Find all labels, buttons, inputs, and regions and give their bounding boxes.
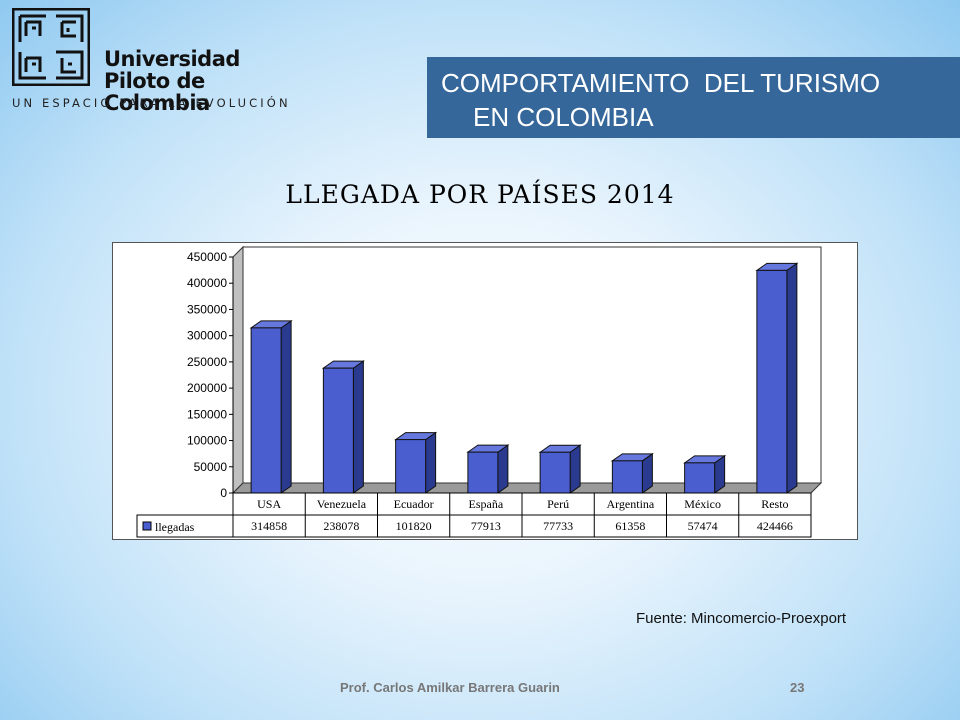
data-label: 61358: [615, 519, 645, 533]
bar: [611, 460, 643, 494]
data-label: 424466: [757, 519, 793, 533]
footer-author: Prof. Carlos Amilkar Barrera Guarin: [340, 680, 560, 695]
page-number: 23: [790, 680, 805, 695]
bar: [467, 451, 499, 494]
x-category-label: Perú: [547, 497, 569, 511]
bar: [539, 451, 571, 494]
x-category-label: USA: [257, 497, 281, 511]
chart-floor: [231, 482, 823, 494]
bar-side: [425, 431, 437, 494]
data-label: 238078: [323, 519, 359, 533]
chart-title: LLEGADA POR PAÍSES 2014: [285, 180, 675, 209]
y-tick-label: 250000: [187, 355, 227, 369]
y-tick-label: 100000: [187, 434, 227, 448]
x-category-label: Ecuador: [394, 497, 434, 511]
data-label: 77913: [471, 519, 501, 533]
university-name-line1: Universidad: [104, 47, 240, 71]
chart-frame: 0 50000 100000 150000 200000 250000 300000 3500…: [112, 242, 858, 540]
bar-chart: 0 50000 100000 150000 200000 250000 300000 3500…: [136, 245, 823, 538]
bar: [684, 462, 716, 494]
data-label: 77733: [543, 519, 573, 533]
bar: [756, 269, 788, 494]
x-category-label: Venezuela: [317, 497, 367, 511]
bar-side: [569, 444, 581, 494]
bar-side: [497, 444, 509, 494]
y-tick-label: 0: [220, 486, 227, 500]
bar-side: [786, 262, 798, 494]
data-label: 57474: [688, 519, 718, 533]
university-tagline: UN ESPACIO PARA LA EVOLUCIÓN: [12, 96, 291, 110]
data-label: 101820: [396, 519, 432, 533]
bar-side: [280, 319, 292, 494]
y-tick-label: 450000: [187, 250, 227, 264]
slide-title: COMPORTAMIENTO DEL TURISMO EN COLOMBIA: [427, 57, 960, 138]
source-note: Fuente: Mincomercio-Proexport: [636, 610, 847, 627]
y-tick-label: 350000: [187, 302, 227, 316]
data-label: 314858: [251, 519, 287, 533]
legend-swatch: [142, 521, 152, 531]
y-tick-label: 200000: [187, 381, 227, 395]
university-logo: Universidad Piloto de Colombia UN ESPACI…: [12, 8, 312, 114]
y-tick-label: 50000: [194, 460, 228, 474]
slide-title-line2: EN COLOMBIA: [473, 102, 654, 132]
slide-title-line1: COMPORTAMIENTO DEL TURISMO: [441, 68, 881, 98]
y-tick-label: 400000: [187, 276, 227, 290]
bar: [250, 327, 282, 494]
university-name-line2: Piloto de Colombia: [104, 69, 210, 115]
y-tick-label: 150000: [187, 407, 227, 421]
chart-side-wall: [232, 245, 244, 495]
x-category-label: España: [469, 497, 504, 511]
bar-side: [352, 360, 364, 494]
x-category-label: México: [684, 497, 721, 511]
university-emblem-icon: [12, 8, 90, 86]
university-name: Universidad Piloto de Colombia: [104, 48, 312, 114]
bar: [322, 367, 354, 494]
y-tick-label: 300000: [187, 329, 227, 343]
legend-label: llegadas: [155, 520, 195, 534]
x-category-label: Resto: [761, 497, 788, 511]
bar: [395, 439, 427, 494]
x-category-label: Argentina: [606, 497, 654, 511]
